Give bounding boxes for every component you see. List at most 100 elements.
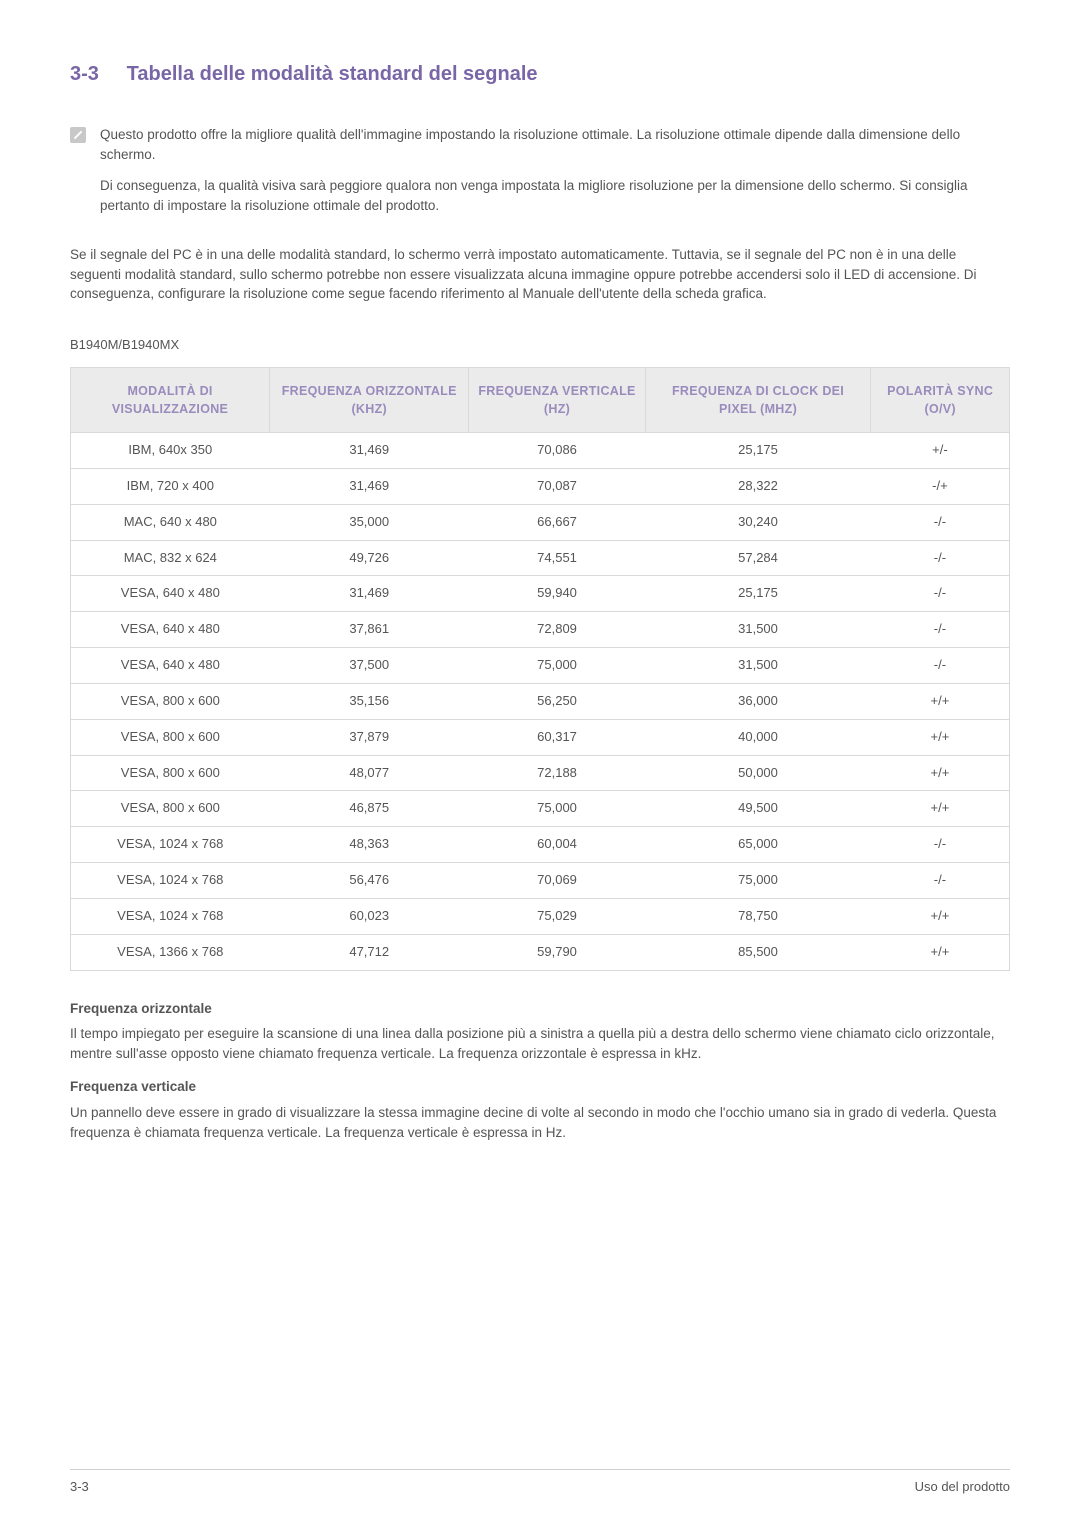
def-body-horizontal: Il tempo impiegato per eseguire la scans… <box>70 1024 1010 1063</box>
table-header: MODALITÀ DI VISUALIZZAZIONE FREQUENZA OR… <box>71 367 1010 432</box>
body-paragraph: Se il segnale del PC è in una delle moda… <box>70 245 1010 304</box>
section-heading: 3-3 Tabella delle modalità standard del … <box>70 60 1010 89</box>
table-cell: 47,712 <box>270 934 469 970</box>
table-cell: 75,000 <box>469 648 645 684</box>
table-row: VESA, 1024 x 76856,47670,06975,000-/- <box>71 863 1010 899</box>
col-header: FREQUENZA ORIZZONTALE (KHZ) <box>270 367 469 432</box>
def-title-horizontal: Frequenza orizzontale <box>70 999 1010 1019</box>
table-cell: -/+ <box>871 468 1010 504</box>
table-cell: 74,551 <box>469 540 645 576</box>
table-cell: 46,875 <box>270 791 469 827</box>
table-cell: 28,322 <box>645 468 871 504</box>
table-cell: -/- <box>871 863 1010 899</box>
table-cell: VESA, 640 x 480 <box>71 648 270 684</box>
model-label: B1940M/B1940MX <box>70 336 1010 355</box>
table-cell: 75,000 <box>469 791 645 827</box>
table-cell: 35,000 <box>270 504 469 540</box>
table-cell: 31,500 <box>645 648 871 684</box>
table-cell: MAC, 640 x 480 <box>71 504 270 540</box>
table-row: VESA, 800 x 60035,15656,25036,000+/+ <box>71 683 1010 719</box>
heading-title: Tabella delle modalità standard del segn… <box>127 63 538 85</box>
table-row: MAC, 832 x 62449,72674,55157,284-/- <box>71 540 1010 576</box>
table-cell: 31,500 <box>645 612 871 648</box>
table-cell: VESA, 1024 x 768 <box>71 827 270 863</box>
note-paragraph-2: Di conseguenza, la qualità visiva sarà p… <box>100 176 1010 215</box>
table-cell: 40,000 <box>645 719 871 755</box>
table-row: VESA, 1366 x 76847,71259,79085,500+/+ <box>71 934 1010 970</box>
table-cell: 70,087 <box>469 468 645 504</box>
table-cell: 36,000 <box>645 683 871 719</box>
def-title-vertical: Frequenza verticale <box>70 1077 1010 1097</box>
table-row: VESA, 800 x 60048,07772,18850,000+/+ <box>71 755 1010 791</box>
table-cell: 59,940 <box>469 576 645 612</box>
table-cell: 31,469 <box>270 468 469 504</box>
table-cell: 56,476 <box>270 863 469 899</box>
table-row: VESA, 640 x 48037,86172,80931,500-/- <box>71 612 1010 648</box>
table-cell: IBM, 720 x 400 <box>71 468 270 504</box>
table-cell: VESA, 640 x 480 <box>71 576 270 612</box>
table-cell: +/+ <box>871 683 1010 719</box>
table-row: VESA, 800 x 60037,87960,31740,000+/+ <box>71 719 1010 755</box>
table-cell: VESA, 800 x 600 <box>71 755 270 791</box>
table-cell: +/+ <box>871 934 1010 970</box>
note-icon <box>70 127 86 143</box>
table-cell: 60,023 <box>270 899 469 935</box>
table-cell: 72,809 <box>469 612 645 648</box>
table-cell: 48,363 <box>270 827 469 863</box>
table-cell: 37,500 <box>270 648 469 684</box>
table-cell: VESA, 800 x 600 <box>71 719 270 755</box>
table-row: VESA, 1024 x 76860,02375,02978,750+/+ <box>71 899 1010 935</box>
table-cell: 59,790 <box>469 934 645 970</box>
footer-right: Uso del prodotto <box>915 1478 1010 1497</box>
definitions: Frequenza orizzontale Il tempo impiegato… <box>70 999 1010 1142</box>
table-cell: 50,000 <box>645 755 871 791</box>
table-cell: 49,500 <box>645 791 871 827</box>
table-cell: VESA, 640 x 480 <box>71 612 270 648</box>
table-cell: 49,726 <box>270 540 469 576</box>
table-cell: 60,317 <box>469 719 645 755</box>
table-cell: -/- <box>871 504 1010 540</box>
table-cell: VESA, 1366 x 768 <box>71 934 270 970</box>
table-cell: MAC, 832 x 624 <box>71 540 270 576</box>
col-header: POLARITÀ SYNC (O/V) <box>871 367 1010 432</box>
table-row: VESA, 640 x 48037,50075,00031,500-/- <box>71 648 1010 684</box>
table-cell: 66,667 <box>469 504 645 540</box>
table-cell: 56,250 <box>469 683 645 719</box>
table-cell: 70,069 <box>469 863 645 899</box>
table-row: MAC, 640 x 48035,00066,66730,240-/- <box>71 504 1010 540</box>
table-cell: -/- <box>871 648 1010 684</box>
table-cell: 72,188 <box>469 755 645 791</box>
footer-left: 3-3 <box>70 1478 89 1497</box>
table-cell: 31,469 <box>270 576 469 612</box>
table-cell: +/+ <box>871 791 1010 827</box>
col-header: MODALITÀ DI VISUALIZZAZIONE <box>71 367 270 432</box>
table-cell: 31,469 <box>270 433 469 469</box>
table-cell: 35,156 <box>270 683 469 719</box>
table-cell: 37,861 <box>270 612 469 648</box>
table-cell: IBM, 640x 350 <box>71 433 270 469</box>
table-cell: 75,029 <box>469 899 645 935</box>
note-text: Questo prodotto offre la migliore qualit… <box>100 125 1010 227</box>
table-row: VESA, 640 x 48031,46959,94025,175-/- <box>71 576 1010 612</box>
table-cell: 25,175 <box>645 576 871 612</box>
col-header: FREQUENZA DI CLOCK DEI PIXEL (MHZ) <box>645 367 871 432</box>
table-cell: -/- <box>871 540 1010 576</box>
heading-number: 3-3 <box>70 63 99 85</box>
table-cell: -/- <box>871 576 1010 612</box>
table-cell: 78,750 <box>645 899 871 935</box>
col-header: FREQUENZA VERTICALE (HZ) <box>469 367 645 432</box>
table-cell: -/- <box>871 612 1010 648</box>
table-cell: 65,000 <box>645 827 871 863</box>
table-cell: +/- <box>871 433 1010 469</box>
table-cell: 85,500 <box>645 934 871 970</box>
table-cell: 70,086 <box>469 433 645 469</box>
table-cell: +/+ <box>871 899 1010 935</box>
def-body-vertical: Un pannello deve essere in grado di visu… <box>70 1103 1010 1142</box>
table-cell: 48,077 <box>270 755 469 791</box>
table-row: VESA, 800 x 60046,87575,00049,500+/+ <box>71 791 1010 827</box>
table-body: IBM, 640x 35031,46970,08625,175+/-IBM, 7… <box>71 433 1010 971</box>
table-cell: 60,004 <box>469 827 645 863</box>
table-row: IBM, 640x 35031,46970,08625,175+/- <box>71 433 1010 469</box>
table-cell: 75,000 <box>645 863 871 899</box>
signal-modes-table: MODALITÀ DI VISUALIZZAZIONE FREQUENZA OR… <box>70 367 1010 971</box>
